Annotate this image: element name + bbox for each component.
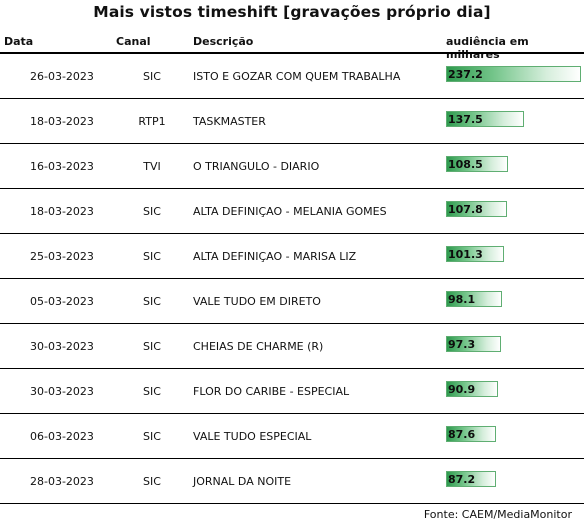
row-divider — [0, 233, 584, 234]
row-channel: SIC — [143, 385, 161, 398]
row-description: ALTA DEFINIÇAO - MARISA LIZ — [193, 250, 357, 263]
audience-value: 101.3 — [448, 248, 483, 261]
audience-bar — [446, 156, 508, 172]
row-date: 18-03-2023 — [30, 115, 94, 128]
audience-bar — [446, 471, 496, 487]
table-row: 30-03-2023 SIC CHEIAS DE CHARME (R) 97.3 — [0, 324, 584, 369]
column-header-description: Descrição — [193, 35, 254, 48]
row-divider — [0, 413, 584, 414]
row-channel: SIC — [143, 205, 161, 218]
row-channel: SIC — [143, 475, 161, 488]
row-date: 16-03-2023 — [30, 160, 94, 173]
row-description: JORNAL DA NOITE — [193, 475, 292, 488]
row-channel: SIC — [143, 430, 161, 443]
row-date: 28-03-2023 — [30, 475, 94, 488]
row-description: VALE TUDO EM DIRETO — [193, 295, 321, 308]
audience-value: 97.3 — [448, 338, 476, 351]
audience-bar — [446, 426, 496, 442]
row-description: VALE TUDO ESPECIAL — [193, 430, 312, 443]
table-row: 18-03-2023 SIC ALTA DEFINIÇAO - MELANIA GO… — [0, 189, 584, 234]
audience-bar — [446, 201, 507, 217]
row-date: 30-03-2023 — [30, 340, 94, 353]
audience-bar — [446, 336, 501, 352]
row-date: 18-03-2023 — [30, 205, 94, 218]
row-divider — [0, 503, 584, 504]
column-header-canal: Canal — [116, 35, 151, 48]
audience-value: 87.2 — [448, 473, 476, 486]
audience-value: 137.5 — [448, 113, 483, 126]
row-divider — [0, 98, 584, 99]
row-channel: SIC — [143, 295, 161, 308]
table-row: 25-03-2023 SIC ALTA DEFINIÇAO - MARISA LIZ… — [0, 234, 584, 279]
row-description: CHEIAS DE CHARME (R) — [193, 340, 324, 353]
audience-value: 87.6 — [448, 428, 476, 441]
row-divider — [0, 458, 584, 459]
header-divider — [0, 52, 584, 54]
row-description: FLOR DO CARIBE - ESPECIAL — [193, 385, 350, 398]
table-row: 26-03-2023 SIC ISTO E GOZAR COM QUEM TRABA… — [0, 54, 584, 99]
page-title: Mais vistos timeshift [gravações próprio… — [93, 3, 491, 21]
row-channel: TVI — [143, 160, 161, 173]
table-row: 05-03-2023 SIC VALE TUDO EM DIRETO 98.1 — [0, 279, 584, 324]
table-row: 18-03-2023 RTP1 TASKMASTER 137.5 — [0, 99, 584, 144]
column-header-date: Data — [4, 35, 34, 48]
table-row: 06-03-2023 SIC VALE TUDO ESPECIAL 87.6 — [0, 414, 584, 459]
row-description: ISTO E GOZAR COM QUEM TRABALHA — [193, 70, 401, 83]
row-date: 25-03-2023 — [30, 250, 94, 263]
table-row: 30-03-2023 SIC FLOR DO CARIBE - ESPECIAL 90… — [0, 369, 584, 414]
row-divider — [0, 143, 584, 144]
audience-value: 107.8 — [448, 203, 483, 216]
row-date: 05-03-2023 — [30, 295, 94, 308]
audience-bar — [446, 111, 524, 127]
table-row: 28-03-2023 SIC JORNAL DA NOITE 87.2 — [0, 459, 584, 504]
row-description: TASKMASTER — [193, 115, 266, 128]
row-channel: SIC — [143, 70, 161, 83]
row-date: 30-03-2023 — [30, 385, 94, 398]
row-divider — [0, 368, 584, 369]
row-channel: SIC — [143, 340, 161, 353]
row-date: 06-03-2023 — [30, 430, 94, 443]
audience-bar — [446, 246, 504, 262]
row-date: 26-03-2023 — [30, 70, 94, 83]
source-note: Fonte: CAEM/MediaMonitor — [423, 508, 572, 521]
audience-value: 98.1 — [448, 293, 476, 306]
row-channel: RTP1 — [138, 115, 166, 128]
audience-bar — [446, 66, 581, 82]
audience-value: 237.2 — [448, 68, 483, 81]
table-row: 16-03-2023 TVI O TRIANGULO - DIARIO 108.5 — [0, 144, 584, 189]
row-description: O TRIANGULO - DIARIO — [193, 160, 320, 173]
row-divider — [0, 323, 584, 324]
audience-bar — [446, 291, 502, 307]
column-header-audience: audiência em milhares — [446, 35, 529, 61]
row-divider — [0, 188, 584, 189]
audience-bar — [446, 381, 498, 397]
row-divider — [0, 278, 584, 279]
audience-value: 108.5 — [448, 158, 483, 171]
row-channel: SIC — [143, 250, 161, 263]
audience-value: 90.9 — [448, 383, 476, 396]
row-description: ALTA DEFINIÇAO - MELANIA GOMES — [193, 205, 387, 218]
